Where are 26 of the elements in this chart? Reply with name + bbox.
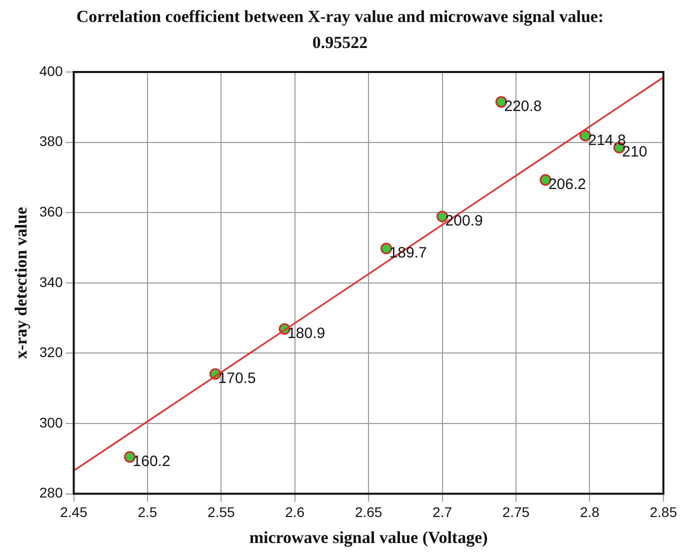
y-tick-label: 320	[39, 344, 63, 360]
x-tick-label: 2.85	[650, 504, 678, 520]
y-tick-label: 380	[39, 133, 63, 150]
y-tick-label: 280	[39, 484, 63, 501]
x-tick-label: 2.5	[138, 504, 158, 520]
annotation: 170.5	[218, 370, 256, 388]
y-tick-label: 340	[39, 274, 63, 290]
x-tick-label: 2.75	[502, 504, 530, 520]
x-tick-label: 2.65	[354, 504, 382, 520]
x-tick-label: 2.55	[208, 504, 235, 520]
annotation: 160.2	[132, 453, 170, 470]
y-tick-label: 400	[39, 62, 63, 79]
chart-title: Correlation coefficient between X-ray value and microwave signal value: 0.95522	[75, 6, 605, 54]
x-tick-label: 2.8	[580, 504, 600, 520]
y-axis-title: x-ray detection value	[12, 206, 31, 359]
annotation: 200.9	[445, 212, 483, 230]
x-axis-title: microwave signal value (Voltage)	[249, 528, 488, 548]
x-tick-label: 2.45	[60, 504, 88, 520]
annotation: 180.9	[288, 325, 326, 342]
x-tick-label: 2.6	[285, 504, 305, 520]
annotation: 220.8	[504, 98, 542, 116]
annotation: 210	[622, 144, 648, 161]
y-tick-label: 300	[39, 414, 63, 430]
y-tick-label: 360	[39, 203, 63, 220]
annotation: 206.2	[548, 176, 586, 194]
x-tick-label: 2.7	[432, 504, 452, 520]
